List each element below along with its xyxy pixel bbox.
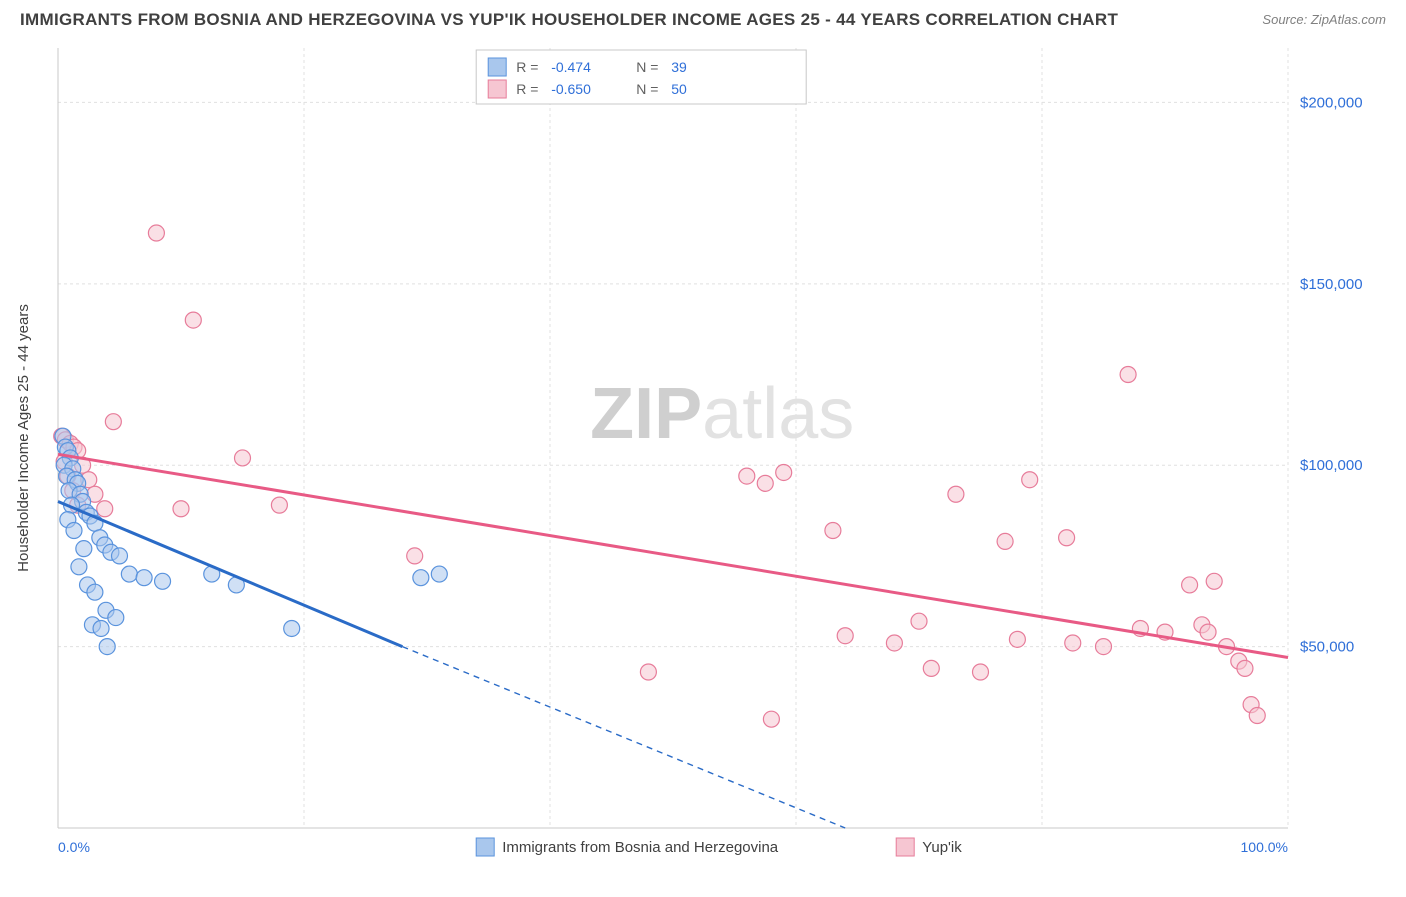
scatter-point-series2 bbox=[148, 225, 164, 241]
source-value: ZipAtlas.com bbox=[1311, 12, 1386, 27]
scatter-point-series2 bbox=[837, 628, 853, 644]
scatter-point-series2 bbox=[1096, 639, 1112, 655]
scatter-point-series2 bbox=[948, 486, 964, 502]
legend-series2-r: -0.650 bbox=[551, 81, 591, 97]
y-tick-label: $100,000 bbox=[1300, 457, 1363, 474]
bottom-legend-swatch-series1 bbox=[476, 838, 494, 856]
legend-series1-r: -0.474 bbox=[551, 59, 591, 75]
legend-swatch-series1 bbox=[488, 58, 506, 76]
trendline-series1-dashed bbox=[402, 647, 845, 828]
legend-n-label: N = bbox=[636, 81, 658, 97]
scatter-point-series2 bbox=[1200, 624, 1216, 640]
bottom-legend-swatch-series2 bbox=[896, 838, 914, 856]
scatter-point-series2 bbox=[640, 664, 656, 680]
scatter-point-series2 bbox=[1206, 573, 1222, 589]
scatter-point-series1 bbox=[108, 610, 124, 626]
scatter-point-series2 bbox=[997, 533, 1013, 549]
legend-r-label: R = bbox=[516, 81, 538, 97]
scatter-point-series2 bbox=[97, 501, 113, 517]
scatter-point-series2 bbox=[271, 497, 287, 513]
bottom-legend-series2: Yup'ik bbox=[922, 839, 962, 856]
scatter-point-series2 bbox=[1237, 660, 1253, 676]
scatter-point-series1 bbox=[99, 639, 115, 655]
y-tick-label: $50,000 bbox=[1300, 639, 1354, 656]
scatter-point-series2 bbox=[739, 468, 755, 484]
scatter-point-series1 bbox=[136, 570, 152, 586]
scatter-point-series2 bbox=[1249, 708, 1265, 724]
y-tick-label: $200,000 bbox=[1300, 94, 1363, 111]
scatter-point-series2 bbox=[1059, 530, 1075, 546]
bottom-legend-series1: Immigrants from Bosnia and Herzegovina bbox=[502, 839, 779, 856]
x-tick-label: 100.0% bbox=[1241, 839, 1288, 855]
scatter-point-series1 bbox=[413, 570, 429, 586]
scatter-point-series1 bbox=[87, 584, 103, 600]
scatter-point-series2 bbox=[1009, 631, 1025, 647]
scatter-point-series1 bbox=[284, 620, 300, 636]
scatter-point-series2 bbox=[1022, 472, 1038, 488]
scatter-point-series2 bbox=[763, 711, 779, 727]
chart-title: IMMIGRANTS FROM BOSNIA AND HERZEGOVINA V… bbox=[20, 10, 1118, 29]
legend-r-label: R = bbox=[516, 59, 538, 75]
scatter-point-series2 bbox=[1182, 577, 1198, 593]
scatter-point-series2 bbox=[1065, 635, 1081, 651]
scatter-point-series1 bbox=[431, 566, 447, 582]
source-line: Source: ZipAtlas.com bbox=[1262, 12, 1386, 27]
x-tick-label: 0.0% bbox=[58, 839, 90, 855]
scatter-point-series2 bbox=[105, 414, 121, 430]
scatter-point-series2 bbox=[886, 635, 902, 651]
scatter-point-series1 bbox=[66, 523, 82, 539]
scatter-point-series2 bbox=[825, 523, 841, 539]
scatter-point-series2 bbox=[757, 475, 773, 491]
y-axis-title: Householder Income Ages 25 - 44 years bbox=[15, 304, 32, 572]
scatter-point-series1 bbox=[121, 566, 137, 582]
scatter-point-series1 bbox=[112, 548, 128, 564]
scatter-point-series1 bbox=[71, 559, 87, 575]
legend-n-label: N = bbox=[636, 59, 658, 75]
scatter-point-series1 bbox=[93, 620, 109, 636]
scatter-point-series2 bbox=[923, 660, 939, 676]
legend-series2-n: 50 bbox=[671, 81, 687, 97]
scatter-point-series2 bbox=[185, 312, 201, 328]
source-label: Source: bbox=[1262, 12, 1307, 27]
legend-series1-n: 39 bbox=[671, 59, 687, 75]
scatter-point-series2 bbox=[973, 664, 989, 680]
legend-swatch-series2 bbox=[488, 80, 506, 98]
scatter-point-series2 bbox=[173, 501, 189, 517]
trendline-series2 bbox=[58, 454, 1288, 657]
scatter-point-series2 bbox=[407, 548, 423, 564]
scatter-point-series2 bbox=[235, 450, 251, 466]
scatter-point-series2 bbox=[911, 613, 927, 629]
scatter-point-series1 bbox=[155, 573, 171, 589]
trendline-series1 bbox=[58, 501, 402, 646]
scatter-point-series2 bbox=[776, 464, 792, 480]
scatter-point-series1 bbox=[76, 541, 92, 557]
y-tick-label: $150,000 bbox=[1300, 276, 1363, 293]
scatter-point-series2 bbox=[1120, 367, 1136, 383]
watermark: ZIPatlas bbox=[590, 374, 854, 454]
correlation-chart: $50,000 $100,000 $150,000 $200,000 0.0% 100.0… bbox=[0, 40, 1406, 892]
